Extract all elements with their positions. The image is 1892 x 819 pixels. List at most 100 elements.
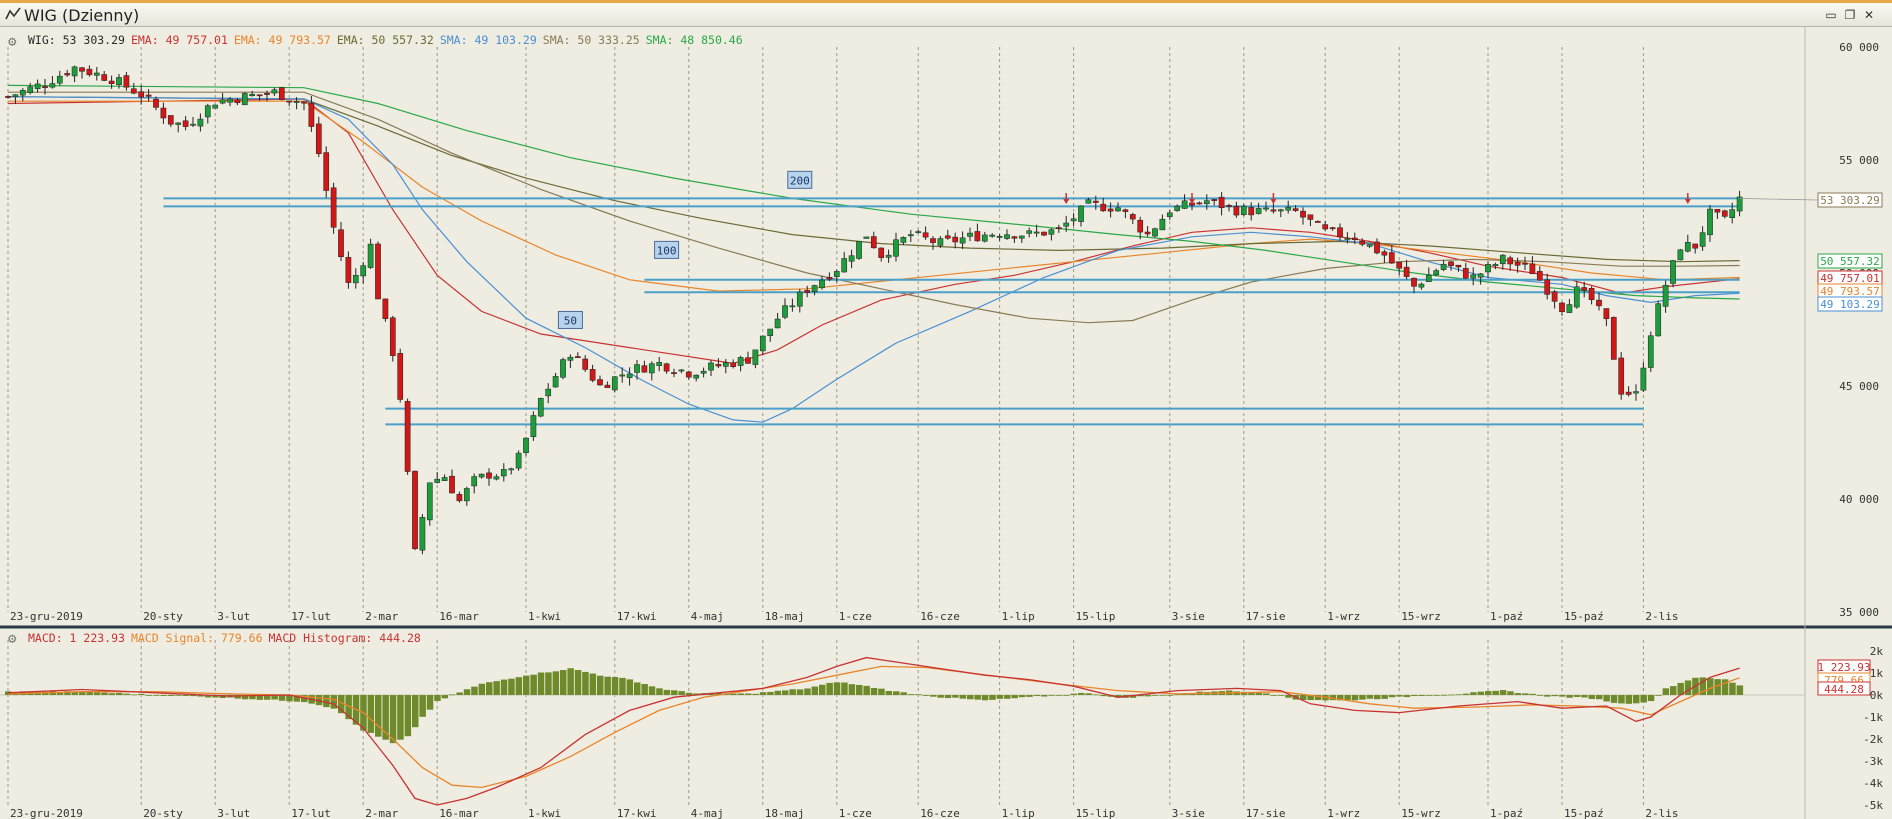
candle	[93, 72, 100, 76]
macd-histogram-bar	[530, 674, 537, 695]
macd-histogram-bar	[56, 692, 64, 695]
x-tick-label: 16-cze	[920, 807, 960, 819]
macd-histogram-bar	[1159, 694, 1166, 696]
candle	[1344, 237, 1351, 240]
macd-legend: MACD: 1 223.93 MACD Signal: 779.66 MACD Hi…	[28, 631, 427, 645]
macd-histogram-bar	[500, 679, 508, 695]
candle	[1152, 228, 1158, 237]
close-icon[interactable]: ✕	[1863, 8, 1875, 22]
macd-histogram-bar	[212, 695, 219, 698]
legend-label: SMA:	[542, 33, 571, 47]
signal-arrow-icon	[1189, 199, 1195, 204]
macd-histogram-bar	[1581, 695, 1588, 698]
candle	[167, 115, 174, 125]
x-tick-label: 1-wrz	[1327, 807, 1360, 819]
candle	[256, 94, 263, 97]
candle	[1418, 283, 1425, 288]
restore-icon[interactable]: ❐	[1844, 8, 1856, 22]
macd-histogram-bar	[1033, 695, 1041, 697]
candle	[1581, 287, 1588, 291]
macd-histogram-bar	[671, 690, 678, 695]
macd-histogram-bar	[419, 695, 426, 717]
macd-histogram-bar	[1004, 695, 1011, 699]
candle	[278, 87, 285, 101]
candle	[930, 238, 936, 243]
candle	[1618, 357, 1625, 395]
macd-histogram-bar	[648, 686, 656, 695]
macd-histogram-bar	[1536, 695, 1544, 696]
candle	[1655, 303, 1662, 337]
legend-label: SMA:	[645, 33, 674, 47]
candle	[1522, 262, 1528, 265]
candle	[1285, 206, 1292, 211]
x-tick-label: 16-mar	[439, 610, 479, 623]
candle	[715, 364, 722, 367]
macd-histogram-bar	[878, 688, 885, 695]
macd-histogram-bar	[759, 692, 767, 695]
candle	[315, 123, 322, 154]
x-tick-label: 20-sty	[143, 610, 183, 623]
macd-histogram-bar	[789, 689, 796, 695]
macd-histogram-bar	[774, 690, 782, 695]
minimize-icon[interactable]: ▭	[1825, 8, 1837, 22]
candle	[404, 401, 411, 472]
candle	[190, 123, 196, 126]
candle	[537, 398, 544, 417]
candle	[1396, 261, 1403, 269]
candle	[1166, 212, 1173, 217]
macd-histogram-bar	[1055, 695, 1063, 696]
macd-histogram-bar	[782, 690, 789, 695]
candle	[27, 86, 34, 93]
macd-histogram-bar	[1551, 695, 1559, 697]
x-tick-label: 17-kwi	[617, 610, 657, 623]
x-tick-label: 1-cze	[839, 807, 872, 819]
candle	[1529, 263, 1536, 275]
y-tick-label: 60 000	[1839, 41, 1879, 54]
candle	[1255, 208, 1262, 214]
main-panel-bg	[0, 27, 1892, 626]
macd-histogram-bar	[848, 684, 856, 695]
macd-histogram-bar	[967, 695, 974, 700]
candle	[197, 118, 204, 127]
macd-histogram-bar	[286, 695, 293, 702]
macd-histogram-bar	[160, 695, 167, 696]
candle	[323, 152, 330, 191]
macd-histogram-bar	[752, 693, 759, 695]
macd-histogram-bar	[71, 692, 79, 695]
macd-histogram-bar	[389, 695, 397, 744]
x-tick-label: 15-wrz	[1401, 807, 1441, 819]
legend-label: MACD:	[28, 631, 63, 645]
macd-histogram-bar	[219, 695, 227, 698]
macd-histogram-bar	[1618, 695, 1625, 704]
candle	[967, 232, 973, 237]
candle	[796, 291, 803, 307]
macd-histogram-bar	[678, 691, 685, 695]
candle	[330, 187, 337, 228]
macd-histogram-bar	[264, 695, 271, 700]
x-tick-label: 23-gru-2019	[10, 807, 83, 819]
candle	[153, 98, 159, 108]
legend-value: 49 793.57	[261, 33, 331, 47]
candle	[1388, 252, 1395, 264]
macd-histogram-bar	[1714, 679, 1721, 695]
macd-histogram-bar	[338, 695, 345, 714]
x-tick-label: 3-sie	[1172, 610, 1205, 623]
candle	[996, 236, 1003, 238]
y-tick-label: 55 000	[1839, 154, 1879, 167]
macd-histogram-bar	[841, 682, 848, 695]
x-tick-label: 3-lut	[217, 610, 250, 623]
candle	[1462, 268, 1469, 279]
candle	[1610, 317, 1617, 360]
candle	[182, 120, 189, 127]
macd-settings-icon[interactable]: ⚙	[8, 631, 17, 647]
macd-histogram-bar	[574, 670, 582, 695]
main-settings-icon[interactable]: ⚙	[8, 34, 17, 50]
candle	[1218, 196, 1225, 208]
candle	[86, 68, 93, 76]
chart-area[interactable]: 23-gru-2019 23-gru-2019 20-sty 20-sty 3-lut 3…	[0, 27, 1892, 819]
candle	[1707, 208, 1713, 236]
candle	[826, 277, 833, 280]
candle	[1307, 214, 1314, 220]
macd-histogram-bar	[737, 693, 745, 695]
macd-histogram-bar	[1411, 695, 1418, 697]
